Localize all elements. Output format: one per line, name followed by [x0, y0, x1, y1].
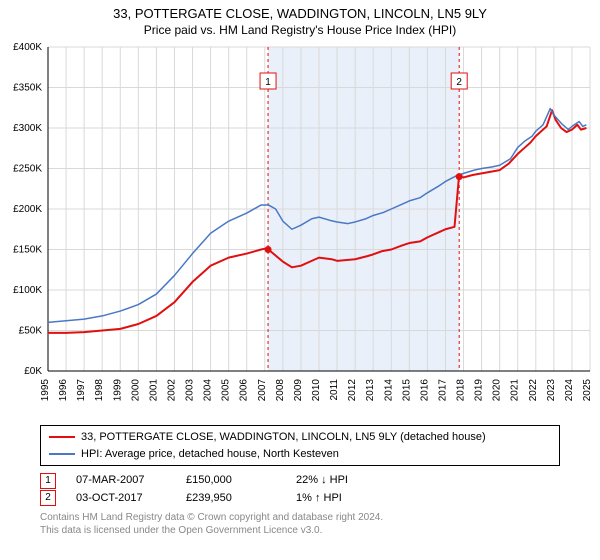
svg-text:2017: 2017 — [437, 379, 448, 402]
svg-text:£50K: £50K — [19, 326, 43, 337]
svg-text:2025: 2025 — [582, 379, 593, 402]
svg-text:1997: 1997 — [76, 379, 87, 402]
svg-text:1999: 1999 — [112, 379, 123, 402]
svg-text:2006: 2006 — [239, 379, 250, 402]
legend-swatch — [49, 436, 75, 438]
marker-badge: 2 — [40, 490, 56, 506]
transaction-diff: 22% ↓ HPI — [296, 472, 386, 490]
svg-text:2023: 2023 — [546, 379, 557, 402]
svg-text:2010: 2010 — [311, 379, 322, 402]
chart-subtitle: Price paid vs. HM Land Registry's House … — [0, 21, 600, 41]
svg-text:2012: 2012 — [347, 379, 358, 402]
svg-text:2020: 2020 — [492, 379, 503, 402]
transaction-diff: 1% ↑ HPI — [296, 490, 386, 508]
transaction-date: 07-MAR-2007 — [76, 472, 166, 490]
svg-text:2015: 2015 — [401, 379, 412, 402]
svg-text:£250K: £250K — [13, 164, 42, 175]
svg-text:£100K: £100K — [13, 285, 42, 296]
svg-text:2005: 2005 — [221, 379, 232, 402]
chart-title: 33, POTTERGATE CLOSE, WADDINGTON, LINCOL… — [0, 0, 600, 21]
svg-text:2016: 2016 — [419, 379, 430, 402]
license-text: Contains HM Land Registry data © Crown c… — [40, 511, 560, 537]
transaction-price: £239,950 — [186, 490, 276, 508]
svg-text:1995: 1995 — [40, 379, 51, 402]
legend-row: HPI: Average price, detached house, Nort… — [49, 446, 551, 463]
svg-text:£300K: £300K — [13, 123, 42, 134]
svg-text:1998: 1998 — [94, 379, 105, 402]
legend-label: 33, POTTERGATE CLOSE, WADDINGTON, LINCOL… — [81, 429, 486, 446]
svg-text:£150K: £150K — [13, 245, 42, 256]
svg-text:2024: 2024 — [564, 379, 575, 402]
marker-badge: 1 — [40, 473, 56, 489]
svg-text:£200K: £200K — [13, 204, 42, 215]
svg-text:2011: 2011 — [329, 379, 340, 401]
svg-text:2001: 2001 — [148, 379, 159, 402]
svg-text:2003: 2003 — [185, 379, 196, 402]
svg-text:2: 2 — [456, 77, 462, 88]
transaction-row: 2 03-OCT-2017 £239,950 1% ↑ HPI — [40, 490, 560, 508]
svg-text:£400K: £400K — [13, 42, 42, 53]
svg-text:1: 1 — [265, 77, 271, 88]
svg-text:2022: 2022 — [528, 379, 539, 402]
svg-text:£0K: £0K — [24, 366, 42, 377]
transaction-price: £150,000 — [186, 472, 276, 490]
transaction-row: 1 07-MAR-2007 £150,000 22% ↓ HPI — [40, 472, 560, 490]
svg-text:2007: 2007 — [257, 379, 268, 402]
svg-text:2014: 2014 — [383, 379, 394, 402]
svg-text:2008: 2008 — [275, 379, 286, 402]
transactions-table: 1 07-MAR-2007 £150,000 22% ↓ HPI 2 03-OC… — [40, 472, 560, 507]
legend: 33, POTTERGATE CLOSE, WADDINGTON, LINCOL… — [40, 425, 560, 466]
svg-text:£350K: £350K — [13, 83, 42, 94]
transaction-date: 03-OCT-2017 — [76, 490, 166, 508]
svg-text:2000: 2000 — [130, 379, 141, 402]
svg-text:1996: 1996 — [58, 379, 69, 402]
legend-label: HPI: Average price, detached house, Nort… — [81, 446, 339, 463]
license-line: This data is licensed under the Open Gov… — [40, 524, 560, 537]
svg-text:2013: 2013 — [365, 379, 376, 402]
license-line: Contains HM Land Registry data © Crown c… — [40, 511, 560, 524]
svg-text:2002: 2002 — [166, 379, 177, 402]
svg-text:2018: 2018 — [456, 379, 467, 402]
chart-svg: £0K £50K £100K £150K £200K £250K £300K £350K £40… — [0, 41, 600, 421]
svg-text:2009: 2009 — [293, 379, 304, 402]
legend-swatch — [49, 453, 75, 455]
svg-text:2004: 2004 — [203, 379, 214, 402]
svg-text:2021: 2021 — [510, 379, 521, 402]
chart-area: £0K £50K £100K £150K £200K £250K £300K £350K £40… — [0, 41, 600, 421]
svg-text:2019: 2019 — [474, 379, 485, 402]
legend-row: 33, POTTERGATE CLOSE, WADDINGTON, LINCOL… — [49, 429, 551, 446]
